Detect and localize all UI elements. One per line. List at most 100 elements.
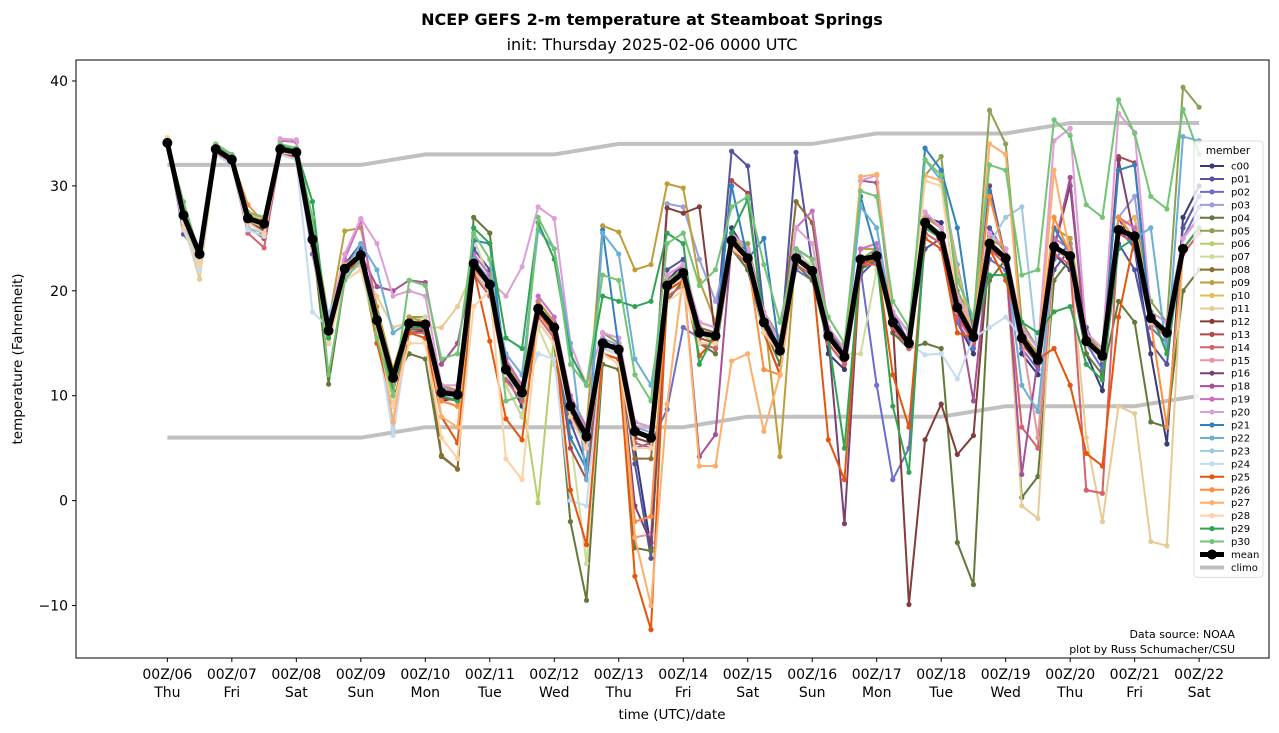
point-p11 <box>196 276 203 282</box>
mean-point <box>1129 231 1140 242</box>
mean-point <box>178 210 189 221</box>
legend-label: p05 <box>1231 226 1250 237</box>
point-p29 <box>1083 361 1089 367</box>
mean-line <box>164 142 1186 441</box>
point-p20 <box>809 240 815 247</box>
point-p02 <box>874 382 880 388</box>
point-p29 <box>325 335 332 341</box>
point-p28 <box>438 435 445 441</box>
point-p30 <box>1148 193 1154 199</box>
point-p30 <box>857 188 864 194</box>
point-p30 <box>1003 167 1009 173</box>
point-p02 <box>970 345 977 352</box>
point-p14 <box>712 345 719 352</box>
x-axis: 00Z/06 Thu 00Z/07 Fri 00Z/08 Sat 00Z/09 Sun 00Z/… <box>142 658 1224 701</box>
mean-point <box>291 147 302 158</box>
point-p09 <box>632 267 638 273</box>
legend-marker <box>1209 176 1215 182</box>
x-tick-label: 00Z/12 <box>529 667 579 683</box>
point-p25 <box>1067 382 1073 388</box>
climo-layer <box>167 120 1200 440</box>
legend-label: p10 <box>1231 291 1250 302</box>
mean-point <box>533 303 544 314</box>
point-p29 <box>1067 303 1073 310</box>
mean-point <box>452 389 463 400</box>
legend-item-c00: c00 <box>1200 162 1249 173</box>
point-p26 <box>1051 214 1057 220</box>
mean-point <box>936 231 947 242</box>
legend-label: p23 <box>1231 446 1250 457</box>
point-p24 <box>567 498 573 504</box>
point-p28 <box>648 445 654 451</box>
legend-item-mean: mean <box>1200 549 1259 561</box>
point-p21 <box>986 188 993 194</box>
point-p04 <box>712 351 719 357</box>
point-p04 <box>922 340 928 346</box>
mean-point <box>952 302 963 313</box>
point-p18 <box>970 398 977 404</box>
legend-marker <box>1209 383 1215 389</box>
point-p24 <box>196 267 203 273</box>
legend-label: p24 <box>1231 459 1250 470</box>
point-p29 <box>986 272 993 278</box>
point-p20 <box>793 225 799 231</box>
point-p20 <box>986 230 993 236</box>
point-p29 <box>680 240 686 247</box>
point-p12 <box>680 210 686 216</box>
legend-label: p06 <box>1231 239 1250 250</box>
point-p29 <box>632 303 638 310</box>
mean-point <box>388 372 399 383</box>
x-tick-day-label: Sat <box>736 685 759 701</box>
point-p28 <box>261 230 267 236</box>
point-p28 <box>583 445 590 451</box>
point-p21 <box>567 435 573 441</box>
point-p04 <box>1115 298 1122 304</box>
point-c00 <box>938 220 944 226</box>
point-c00 <box>1148 351 1154 357</box>
y-tick-label: −10 <box>38 599 68 615</box>
point-p22 <box>1180 133 1186 140</box>
point-p09 <box>1067 235 1073 241</box>
point-c00 <box>1099 387 1106 394</box>
mean-point <box>742 253 753 264</box>
point-c00 <box>841 366 848 373</box>
point-p19 <box>551 314 557 320</box>
mean-layer <box>162 137 1189 443</box>
point-p04 <box>970 581 977 588</box>
point-p29 <box>503 335 509 341</box>
legend-item-p09: p09 <box>1200 278 1250 289</box>
point-p29 <box>616 298 622 304</box>
mean-point <box>597 338 608 349</box>
point-p11 <box>1148 538 1154 545</box>
legend-item-p07: p07 <box>1200 252 1250 263</box>
point-p28 <box>406 340 412 346</box>
point-p27 <box>712 463 719 469</box>
legend-label: p27 <box>1231 498 1250 509</box>
climo-max-line <box>167 120 1200 167</box>
climo-min-line <box>167 393 1200 440</box>
point-p30 <box>503 398 509 404</box>
point-p01 <box>986 225 993 231</box>
point-p29 <box>1051 309 1057 315</box>
point-p01 <box>1132 267 1138 273</box>
x-tick-label: 00Z/16 <box>787 667 837 683</box>
legend-item-p16: p16 <box>1200 369 1250 380</box>
point-p12 <box>696 204 702 210</box>
chart-subtitle: init: Thursday 2025-02-06 0000 UTC <box>507 35 798 54</box>
point-p29 <box>600 293 606 299</box>
point-p25 <box>567 487 573 493</box>
legend-marker <box>1209 461 1215 467</box>
point-p28 <box>503 456 509 462</box>
point-p11 <box>454 303 461 310</box>
legend-item-p08: p08 <box>1200 265 1250 276</box>
point-p03 <box>680 204 686 210</box>
mean-point <box>162 137 173 148</box>
mean-point <box>468 258 479 269</box>
point-p30 <box>1164 206 1170 212</box>
legend-item-p29: p29 <box>1200 524 1250 535</box>
point-p16 <box>648 539 654 546</box>
legend-label: p29 <box>1231 524 1250 535</box>
point-p30 <box>761 261 767 268</box>
point-p20 <box>342 251 348 257</box>
legend-marker <box>1209 292 1215 299</box>
